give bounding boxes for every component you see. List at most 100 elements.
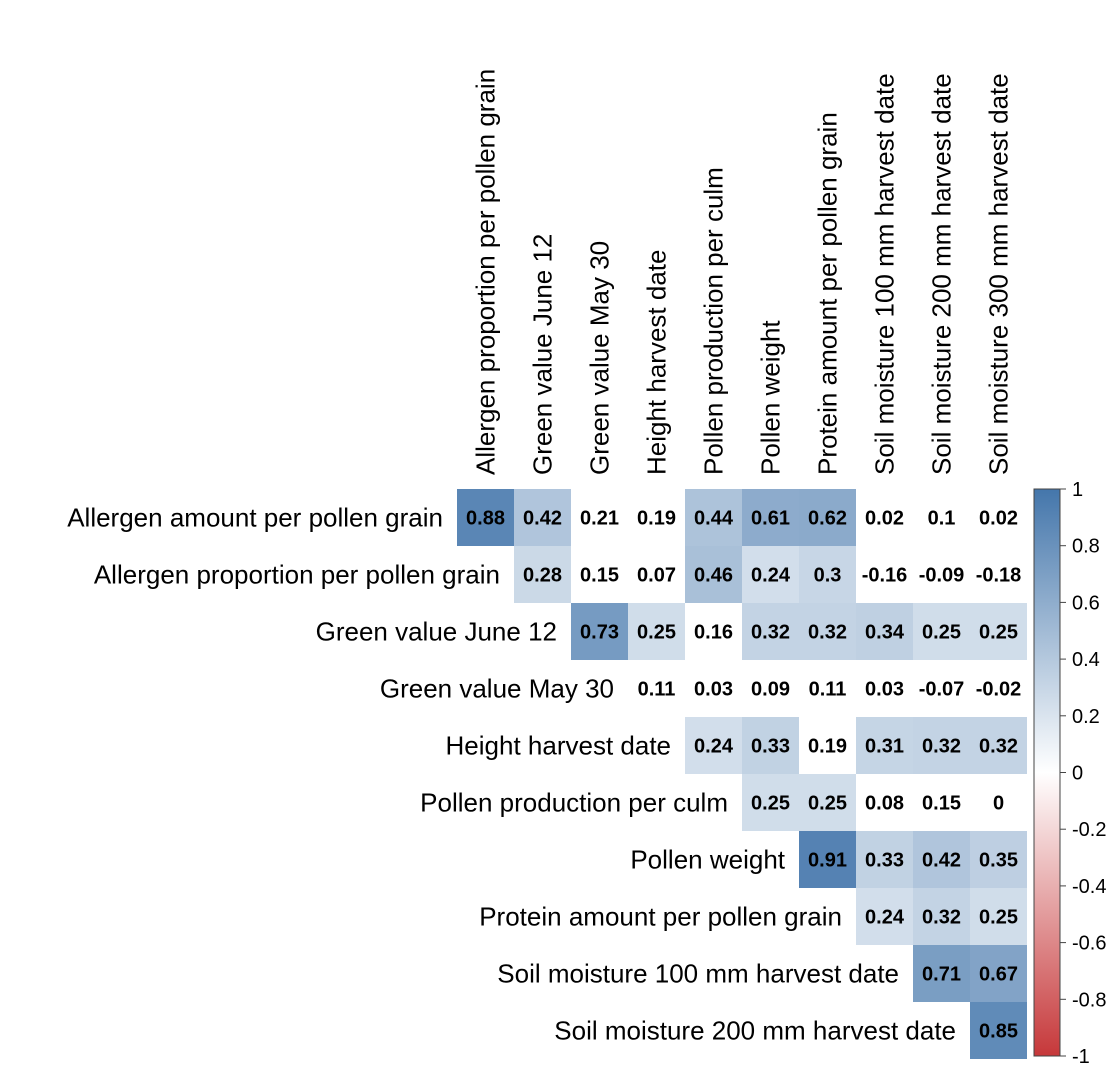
cell-value-label: 0.42 <box>922 850 961 872</box>
row-label: Green value June 12 <box>316 617 557 647</box>
heatmap-cell <box>913 945 970 1002</box>
row-label: Allergen proportion per pollen grain <box>94 560 500 590</box>
cell-value-label: 0.67 <box>979 964 1018 986</box>
heatmap-cell <box>970 489 1027 546</box>
heatmap-cell <box>856 717 913 774</box>
cell-value-label: 0.44 <box>694 508 734 530</box>
cell-value-label: 0.03 <box>694 679 733 701</box>
cell-value-label: 0.1 <box>928 508 956 530</box>
heatmap-cell <box>514 546 571 603</box>
cell-value-label: 0.25 <box>637 622 676 644</box>
cell-value-label: 0.32 <box>751 622 790 644</box>
cell-value-label: -0.16 <box>862 565 908 587</box>
cell-value-label: 0.25 <box>979 622 1018 644</box>
heatmap-cell <box>742 603 799 660</box>
cell-value-label: 0.09 <box>751 679 790 701</box>
heatmap-cell <box>970 831 1027 888</box>
heatmap-cell <box>685 717 742 774</box>
cell-value-label: 0.07 <box>637 565 676 587</box>
heatmap-cell <box>970 945 1027 1002</box>
heatmap-cell <box>913 603 970 660</box>
cell-value-label: 0.42 <box>523 508 562 530</box>
cell-value-label: 0.28 <box>523 565 562 587</box>
cell-value-label: 0.62 <box>808 508 847 530</box>
heatmap-cell <box>799 660 856 717</box>
heatmap-cell <box>913 660 970 717</box>
column-labels: Allergen proportion per pollen grain Gree… <box>471 69 1014 475</box>
cell-value-label: 0.32 <box>922 736 961 758</box>
heatmap-cell <box>514 489 571 546</box>
column-label: Pollen production per culm <box>699 167 729 475</box>
color-scale-tick-label: -1 <box>1072 1046 1090 1068</box>
cell-value-label: 0.33 <box>865 850 904 872</box>
heatmap-cell <box>970 717 1027 774</box>
color-scale-tick-label: -0.6 <box>1072 933 1106 955</box>
cell-value-label: -0.07 <box>919 679 965 701</box>
column-label: Green value June 12 <box>528 234 558 475</box>
cell-value-label: 0.25 <box>922 622 961 644</box>
cell-value-label: 0.15 <box>922 793 961 815</box>
column-label: Height harvest date <box>642 250 672 475</box>
color-scale-tick-label: 0.8 <box>1072 536 1100 558</box>
cell-value-label: 0.19 <box>808 736 847 758</box>
heatmap-cell <box>913 546 970 603</box>
cell-value-label: 0.02 <box>979 508 1018 530</box>
column-label: Pollen weight <box>756 320 786 475</box>
cell-value-label: 0.3 <box>814 565 842 587</box>
cell-value-label: 0.73 <box>580 622 619 644</box>
heatmap-cell <box>742 774 799 831</box>
heatmap-cell <box>970 546 1027 603</box>
heatmap-cell <box>685 489 742 546</box>
column-label: Allergen proportion per pollen grain <box>471 69 501 475</box>
heatmap-cell <box>571 603 628 660</box>
heatmap-cell <box>856 774 913 831</box>
cell-value-label: -0.18 <box>976 565 1022 587</box>
heatmap-cell <box>799 717 856 774</box>
heatmap-cell <box>913 717 970 774</box>
cell-value-label: 0.61 <box>751 508 790 530</box>
row-labels: Allergen amount per pollen grain Allergen… <box>67 503 956 1046</box>
heatmap-cell <box>970 603 1027 660</box>
heatmap-cell <box>685 546 742 603</box>
cell-value-label: -0.02 <box>976 679 1022 701</box>
heatmap-cell <box>970 774 1027 831</box>
color-scale-bar <box>1033 488 1061 1057</box>
heatmap-cell <box>913 888 970 945</box>
heatmap-cell <box>856 831 913 888</box>
heatmap-cell <box>799 603 856 660</box>
heatmap-cell <box>571 546 628 603</box>
color-scale-tick-label: 0 <box>1072 763 1083 785</box>
row-label: Pollen production per culm <box>420 788 728 818</box>
cell-value-label: 0.21 <box>580 508 619 530</box>
heatmap-cell <box>685 660 742 717</box>
cell-value-label: 0 <box>993 793 1004 815</box>
heatmap-cell <box>913 831 970 888</box>
cell-value-label: 0.24 <box>865 907 905 929</box>
cell-value-label: 0.88 <box>466 508 505 530</box>
heatmap-cell <box>970 660 1027 717</box>
heatmap-cell <box>628 489 685 546</box>
cell-value-label: 0.11 <box>638 679 676 701</box>
cell-value-label: 0.32 <box>808 622 847 644</box>
heatmap-cell <box>970 1002 1027 1059</box>
heatmap-cell <box>628 546 685 603</box>
cell-value-label: 0.35 <box>979 850 1018 872</box>
color-scale-tick-label: 0.2 <box>1072 706 1100 728</box>
cell-value-label: 0.71 <box>922 964 961 986</box>
heatmap-cells: 0.88 0.42 0.21 0.19 0.44 0.61 0.62 0.02 0.1 0.02 0… <box>457 489 1027 1059</box>
row-label: Allergen amount per pollen grain <box>67 503 443 533</box>
cell-value-label: 0.11 <box>809 679 847 701</box>
heatmap-cell <box>628 660 685 717</box>
heatmap-cell <box>799 831 856 888</box>
color-legend: 1 0.8 0.6 0.4 0.2 0 -0.2 -0.4 -0.6 -0.8 -1 <box>1033 479 1106 1068</box>
heatmap-cell <box>856 660 913 717</box>
heatmap-cell <box>571 489 628 546</box>
row-label: Soil moisture 100 mm harvest date <box>497 959 899 989</box>
column-label: Soil moisture 100 mm harvest date <box>870 73 900 475</box>
cell-value-label: 0.02 <box>865 508 904 530</box>
cell-value-label: 0.19 <box>637 508 676 530</box>
row-label: Green value May 30 <box>380 674 614 704</box>
heatmap-cell <box>799 546 856 603</box>
heatmap-cell <box>970 888 1027 945</box>
cell-value-label: 0.33 <box>751 736 790 758</box>
